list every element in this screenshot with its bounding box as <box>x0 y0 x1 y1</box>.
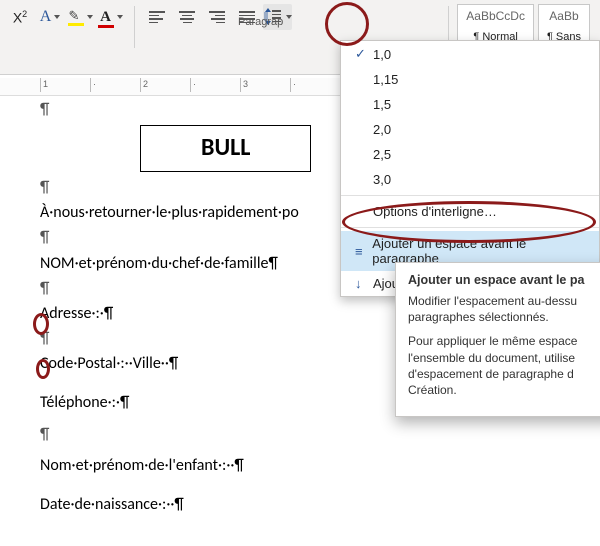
align-right-icon <box>209 11 225 23</box>
tooltip-text: Pour appliquer le même espace l'ensemble… <box>408 333 600 398</box>
align-center-button[interactable] <box>173 4 201 30</box>
chevron-down-icon <box>286 15 292 19</box>
font-color-button[interactable]: A <box>96 4 124 30</box>
tooltip-title: Ajouter un espace avant le pa <box>408 273 600 287</box>
paragraph-group-label: Paragrap <box>238 16 283 28</box>
superscript-button[interactable]: X2 <box>6 4 34 30</box>
separator <box>341 227 599 228</box>
menu-item-label: 1,15 <box>373 72 398 87</box>
menu-item-options[interactable]: Options d'interligne… <box>341 199 599 224</box>
paragraph-mark: ¶ <box>40 425 600 444</box>
ruler-mark: · <box>90 78 140 92</box>
menu-item-label: 2,5 <box>373 147 391 162</box>
ruler-mark: · <box>190 78 240 92</box>
menu-item-label: 3,0 <box>373 172 391 187</box>
body-line: Date·de·naissance·:··¶ <box>40 495 600 514</box>
ruler-mark: 1 <box>40 78 90 92</box>
style-preview: AaBb <box>547 9 581 23</box>
menu-item-spacing[interactable]: 1,5 <box>341 92 599 117</box>
separator <box>134 6 135 48</box>
title-box: BULL <box>140 125 311 172</box>
ruler-mark: 2 <box>140 78 190 92</box>
align-left-button[interactable] <box>143 4 171 30</box>
ruler-mark: 3 <box>240 78 290 92</box>
menu-item-spacing[interactable]: 2,5 <box>341 142 599 167</box>
style-preview: AaBbCcDc <box>466 9 525 23</box>
check-icon: ✓ <box>355 46 369 62</box>
menu-item-spacing[interactable]: 2,0 <box>341 117 599 142</box>
font-color-icon: A <box>98 9 114 26</box>
add-before-icon: ≡ <box>355 244 368 259</box>
align-center-icon <box>179 11 195 23</box>
menu-item-label: 1,0 <box>373 47 391 62</box>
tooltip: Ajouter un espace avant le pa Modifier l… <box>395 262 600 417</box>
separator <box>341 195 599 196</box>
align-left-icon <box>149 11 165 23</box>
menu-item-label: 1,5 <box>373 97 391 112</box>
menu-item-spacing[interactable]: ✓ 1,0 <box>341 41 599 67</box>
change-case-button[interactable]: A <box>36 4 64 30</box>
tooltip-text: Modifier l'espacement au-dessu paragraph… <box>408 293 600 325</box>
menu-item-spacing[interactable]: 1,15 <box>341 67 599 92</box>
add-after-icon: ↓ <box>355 276 369 291</box>
ruler-mark: · <box>290 78 340 92</box>
chevron-down-icon <box>117 15 123 19</box>
change-case-icon: A <box>40 8 52 26</box>
line-spacing-menu: ✓ 1,0 1,15 1,5 2,0 2,5 3,0 Options d'interlign… <box>340 40 600 297</box>
superscript-icon: X2 <box>13 9 27 26</box>
body-line: Nom·et·prénom·de·l'enfant·:··¶ <box>40 456 600 475</box>
chevron-down-icon <box>54 15 60 19</box>
align-right-button[interactable] <box>203 4 231 30</box>
menu-item-label: Options d'interligne… <box>373 204 497 219</box>
menu-item-spacing[interactable]: 3,0 <box>341 167 599 192</box>
chevron-down-icon <box>87 15 93 19</box>
highlight-button[interactable] <box>66 4 94 30</box>
menu-item-label: 2,0 <box>373 122 391 137</box>
highlight-icon <box>68 10 84 24</box>
